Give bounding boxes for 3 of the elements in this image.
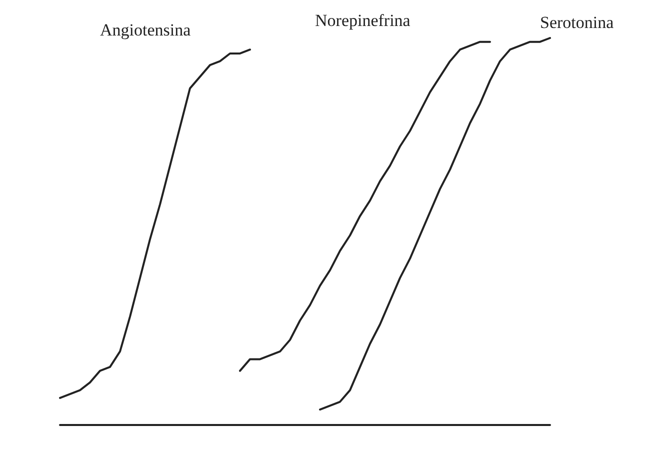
series-label: Angiotensina [100, 20, 192, 40]
text: Norepinefrina [315, 10, 411, 30]
series-label: Serotonina [540, 13, 614, 32]
